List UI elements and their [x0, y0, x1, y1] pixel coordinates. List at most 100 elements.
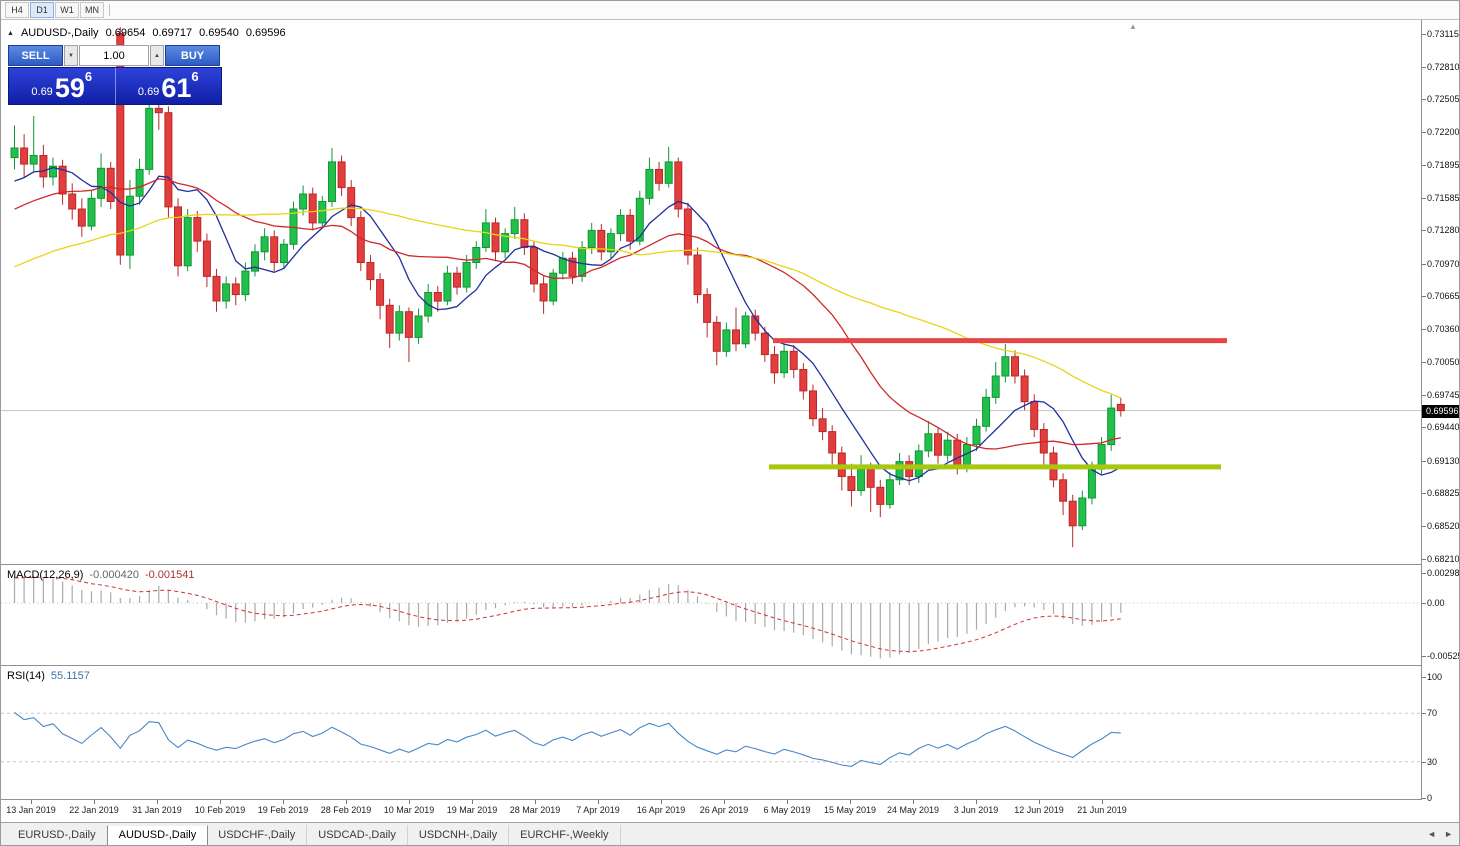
time-tick-label: 22 Jan 2019: [69, 805, 119, 815]
time-tick: [661, 800, 662, 804]
candle: [693, 254, 702, 296]
price-tick-label: 0.69130: [1427, 455, 1460, 466]
tabs-scroll-left-icon[interactable]: ◄: [1427, 829, 1437, 839]
ohlc-open: 0.69654: [105, 27, 146, 39]
candle: [866, 468, 875, 488]
time-tick: [31, 800, 32, 804]
candle: [943, 439, 952, 456]
main-chart-pane[interactable]: ▲ AUDUSD-,Daily 0.69654 0.69717 0.69540 …: [1, 20, 1421, 565]
candle: [558, 257, 567, 274]
sell-button[interactable]: SELL: [8, 45, 63, 66]
chart-tab-eurusd[interactable]: EURUSD-,Daily: [7, 824, 108, 845]
candle: [453, 272, 461, 288]
macd-tick-label: -0.00525: [1427, 650, 1460, 661]
time-tick: [94, 800, 95, 804]
chart-tab-usdcad[interactable]: USDCAD-,Daily: [307, 824, 408, 845]
volume-decrease-button[interactable]: ▼: [64, 45, 78, 66]
sell-price-button[interactable]: 0.69 59 6: [9, 68, 116, 104]
candle: [645, 168, 654, 199]
candle: [308, 193, 317, 224]
time-tick: [409, 800, 410, 804]
collapse-icon[interactable]: ▲: [7, 29, 14, 37]
rsi-tick-label: 30: [1427, 756, 1438, 767]
candle: [395, 311, 404, 334]
macd-pane[interactable]: MACD(12,26,9) -0.000420 -0.001541: [1, 565, 1421, 666]
chart-tab-usdcnh[interactable]: USDCNH-,Daily: [408, 824, 510, 845]
ma-50-line: [14, 207, 1122, 399]
timeframe-button-mn[interactable]: MN: [80, 2, 104, 18]
price-tick: [1422, 66, 1426, 68]
volume-increase-button[interactable]: ▲: [150, 45, 164, 66]
price-tick-label: 0.71895: [1427, 159, 1460, 170]
time-tick: [787, 800, 788, 804]
candle: [222, 283, 231, 302]
candle: [270, 236, 279, 264]
timeframe-button-h4[interactable]: H4: [5, 2, 29, 18]
candle: [87, 197, 96, 227]
price-tick: [1422, 197, 1426, 199]
candle: [58, 165, 67, 195]
candle: [818, 418, 827, 433]
ma-21-line: [14, 178, 1121, 450]
candle: [328, 161, 336, 202]
candle: [212, 275, 221, 302]
macd-tick-label: 0.00298: [1427, 567, 1460, 578]
candle: [481, 222, 490, 248]
volume-input[interactable]: [79, 45, 149, 66]
buy-button[interactable]: BUY: [165, 45, 220, 66]
candle: [597, 229, 606, 253]
chart-tab-usdchf[interactable]: USDCHF-,Daily: [207, 824, 308, 845]
time-tick: [724, 800, 725, 804]
rsi-label: RSI(14) 55.1157: [7, 670, 90, 682]
candle: [491, 222, 500, 253]
macd-tick: [1422, 655, 1426, 657]
time-tick: [976, 800, 977, 804]
macd-signal-value: -0.001541: [144, 569, 195, 581]
macd-chart[interactable]: [1, 565, 1421, 665]
price-axis[interactable]: 0.69596 0.73115 0.72810 0.72505 0.72200 0.71…: [1422, 20, 1460, 803]
candle: [722, 329, 731, 352]
buy-price-prefix: 0.69: [137, 86, 160, 98]
chart-tab-eurchf[interactable]: EURCHF-,Weekly: [509, 824, 621, 845]
price-tick-label: 0.70970: [1427, 258, 1460, 269]
candle: [655, 168, 663, 184]
chart-tab-audusd[interactable]: AUDUSD-,Daily: [106, 824, 209, 845]
candle: [501, 233, 510, 253]
time-axis[interactable]: 13 Jan 2019 22 Jan 2019 31 Jan 2019 10 Feb …: [1, 800, 1421, 821]
timeframe-toolbar: H4 D1 W1 MN: [1, 1, 1459, 20]
rsi-tick-label: 100: [1427, 672, 1443, 682]
candle: [770, 354, 779, 374]
candle: [606, 233, 615, 253]
timeframe-button-d1[interactable]: D1: [30, 2, 54, 18]
candle: [683, 208, 692, 256]
candle: [712, 321, 721, 352]
time-tick: [346, 800, 347, 804]
candle: [780, 350, 789, 374]
candle: [732, 329, 740, 345]
rsi-chart[interactable]: [1, 666, 1421, 799]
rsi-pane[interactable]: RSI(14) 55.1157: [1, 666, 1421, 800]
candle: [472, 247, 481, 263]
sell-price-digits: 59: [54, 73, 85, 103]
macd-main-value: -0.000420: [89, 569, 139, 581]
candle: [664, 161, 673, 184]
price-chart[interactable]: [1, 20, 1421, 564]
tabs-scroll-right-icon[interactable]: ►: [1444, 829, 1453, 839]
buy-price-button[interactable]: 0.69 61 6: [116, 68, 222, 104]
price-tick: [1422, 99, 1426, 101]
price-tick: [1422, 230, 1426, 232]
candle: [635, 197, 644, 242]
price-tick-label: 0.68520: [1427, 520, 1460, 531]
time-tick: [913, 800, 914, 804]
price-tick: [1422, 328, 1426, 330]
candle: [1087, 468, 1096, 499]
timeframe-button-w1[interactable]: W1: [55, 2, 79, 18]
candle: [135, 168, 144, 197]
candle: [1116, 403, 1125, 412]
candle: [404, 311, 413, 338]
price-tick-label: 0.70050: [1427, 357, 1460, 368]
macd-histogram: [13, 576, 1122, 659]
candle: [125, 195, 134, 256]
sell-price-pip: 6: [84, 69, 93, 84]
